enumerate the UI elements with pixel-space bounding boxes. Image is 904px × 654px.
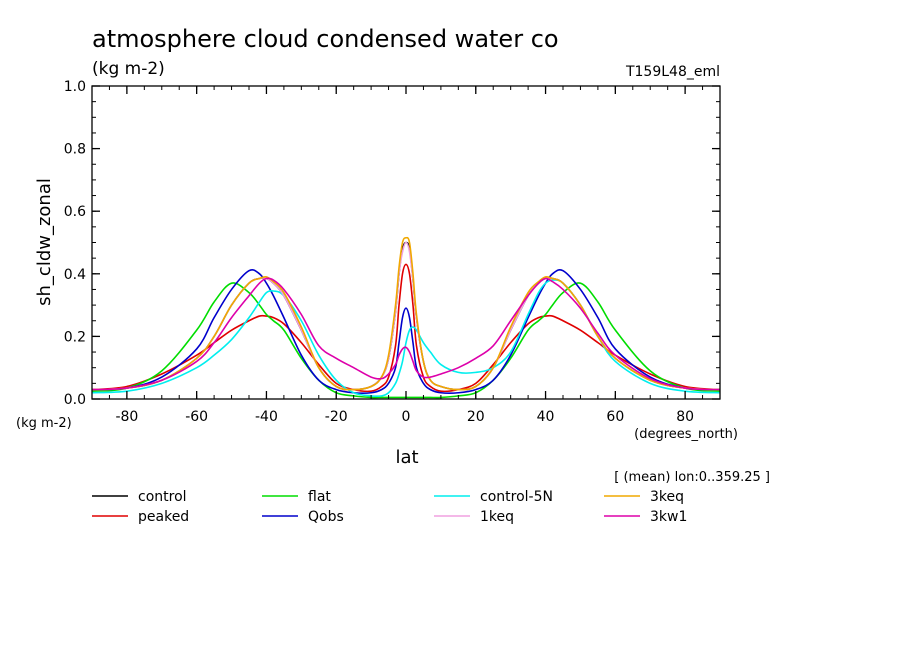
series-line-3keq bbox=[91, 236, 721, 391]
legend-label-flat: flat bbox=[308, 489, 331, 505]
series-line-peaked bbox=[91, 263, 721, 393]
x-axis-label: lat bbox=[395, 447, 418, 468]
plot-lines bbox=[91, 236, 721, 399]
x-tick-label: 20 bbox=[467, 409, 485, 425]
y-tick-label: 0.0 bbox=[64, 392, 86, 408]
y-axis-label: sh_cldw_zonal bbox=[34, 178, 55, 306]
y-axis-ticks: 0.0 0.2 0.4 0.6 0.8 1.0 bbox=[64, 79, 720, 408]
y-tick-label: 0.4 bbox=[64, 267, 86, 283]
x-tick-label: 60 bbox=[606, 409, 624, 425]
series-line-control-5n bbox=[91, 279, 721, 398]
x-tick-label: 40 bbox=[537, 409, 555, 425]
series-line-qobs bbox=[91, 268, 721, 394]
mean-note: [ (mean) lon:0..359.25 ] bbox=[614, 470, 770, 485]
y-tick-label: 0.6 bbox=[64, 204, 86, 220]
x-tick-label: -80 bbox=[115, 409, 138, 425]
legend-label-3keq: 3keq bbox=[650, 489, 684, 505]
legend-label-1keq: 1keq bbox=[480, 509, 514, 525]
y-tick-label: 0.8 bbox=[64, 142, 86, 158]
x-tick-label: 80 bbox=[676, 409, 694, 425]
x-tick-label: -60 bbox=[185, 409, 208, 425]
x-axis-ticks: -80 -60 -40 -20 0 20 40 60 80 bbox=[115, 86, 694, 425]
legend-label-peaked: peaked bbox=[138, 509, 189, 525]
x-tick-label: -40 bbox=[255, 409, 278, 425]
y-tick-label: 1.0 bbox=[64, 79, 86, 95]
run-label: T159L48_eml bbox=[625, 64, 720, 80]
x-tick-label: 0 bbox=[402, 409, 411, 425]
units-subtitle: (kg m-2) bbox=[92, 59, 165, 79]
legend-label-3kw1: 3kw1 bbox=[650, 509, 687, 525]
x-units-label: (degrees_north) bbox=[634, 427, 738, 442]
series-line-3kw1 bbox=[91, 277, 721, 391]
legend: control peaked flat Qobs control-5N 1keq 3keq 3… bbox=[92, 489, 687, 525]
legend-label-control-5n: control-5N bbox=[480, 489, 553, 505]
x-tick-label: -20 bbox=[325, 409, 348, 425]
chart-title: atmosphere cloud condensed water co bbox=[92, 25, 559, 53]
legend-label-qobs: Qobs bbox=[308, 509, 344, 525]
y-units-label: (kg m-2) bbox=[16, 416, 72, 431]
y-minor-ticks bbox=[92, 85, 720, 400]
y-tick-label: 0.2 bbox=[64, 329, 86, 345]
legend-label-control: control bbox=[138, 489, 187, 505]
